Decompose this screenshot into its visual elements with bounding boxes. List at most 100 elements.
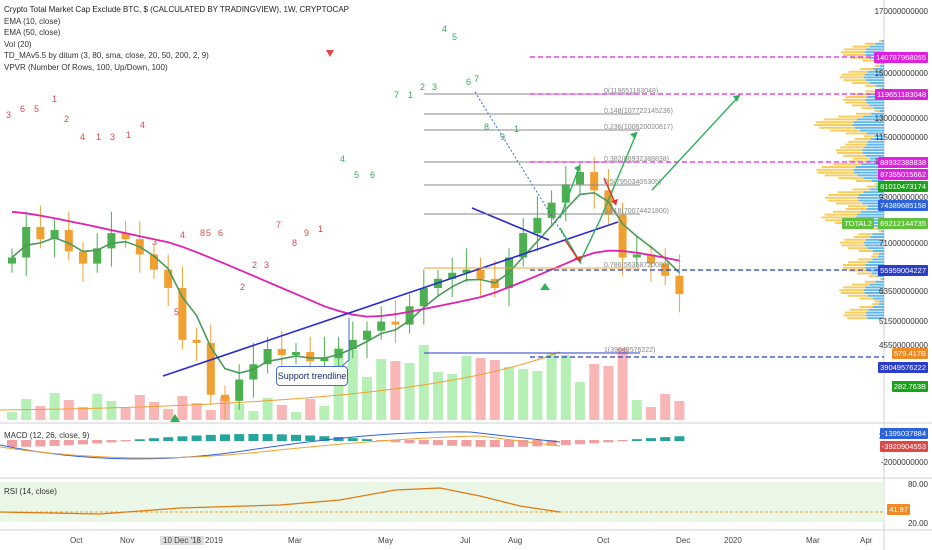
macd-hist xyxy=(106,440,117,443)
td-count: 4 xyxy=(442,24,447,34)
time-tick: 2020 xyxy=(724,536,742,545)
volume-bar xyxy=(177,396,188,420)
td-count: 3 xyxy=(6,110,11,120)
macd-hist xyxy=(21,440,32,447)
fib-label: 0.618(70074421800) xyxy=(604,208,669,215)
vpvr-bar xyxy=(866,311,884,314)
macd-hist xyxy=(617,440,628,442)
vpvr-bar xyxy=(866,143,884,146)
macd-hist xyxy=(404,440,415,444)
volume-bar xyxy=(560,355,571,420)
macd-hist xyxy=(362,439,372,441)
vpvr-bar xyxy=(852,157,870,160)
vpvr-bar xyxy=(869,283,884,286)
vpvr-bar xyxy=(862,202,884,205)
volume-ma-line xyxy=(0,351,561,411)
vpvr-bar xyxy=(864,73,884,76)
volume-bar xyxy=(433,372,443,420)
volume-bar xyxy=(234,404,245,420)
sell-signal-arrow xyxy=(326,50,334,57)
macd-hist xyxy=(674,436,685,441)
macd-hist xyxy=(631,439,642,441)
td-count: 1 xyxy=(126,130,131,140)
price-tag: 74389685158 xyxy=(878,200,928,211)
candle xyxy=(576,172,584,185)
vpvr-bar xyxy=(853,171,884,174)
vpvr-bar xyxy=(852,45,870,48)
macd-hist xyxy=(433,440,443,446)
legend-ema10[interactable]: EMA (10, close) xyxy=(4,16,61,26)
candle xyxy=(590,172,599,191)
macd-hist xyxy=(589,440,600,444)
macd-hist xyxy=(305,435,316,441)
arrow-head xyxy=(630,132,637,139)
macd-hist xyxy=(603,440,614,443)
vpvr-bar xyxy=(846,132,867,135)
vpvr-bar xyxy=(865,90,876,93)
volume-bar xyxy=(205,410,216,420)
vpvr-bar xyxy=(855,112,872,115)
candle xyxy=(107,233,116,249)
legend-td[interactable]: TD_MAv5.5 by ditum (3, 80, sma, close, 2… xyxy=(4,51,209,60)
vpvr-bar xyxy=(828,194,859,196)
legend-vol[interactable]: Vol (20) xyxy=(4,39,32,49)
price-tag: 119651183048 xyxy=(875,89,928,100)
legend-vpvr[interactable]: VPVR (Number Of Rows, 100, Up/Down, 100) xyxy=(4,62,168,72)
vpvr-bar xyxy=(858,199,884,202)
candle xyxy=(632,254,641,258)
macd-hist xyxy=(35,440,46,447)
arrow-head xyxy=(733,95,740,102)
chart-title: Crypto Total Market Cap Exclude BTC, $ (… xyxy=(4,5,349,14)
vpvr-bar xyxy=(838,177,864,180)
vpvr-bar xyxy=(825,196,858,199)
volume-bar xyxy=(63,400,74,420)
volume-bar xyxy=(49,393,60,420)
vpvr-bar xyxy=(865,266,884,269)
vpvr-bar xyxy=(881,87,884,90)
vpvr-bar xyxy=(870,255,879,258)
volume-bar xyxy=(262,398,273,420)
macd-label[interactable]: MACD (12, 26, close, 9) xyxy=(4,431,90,440)
time-tick: 2019 xyxy=(205,536,223,545)
vpvr-bar xyxy=(814,124,853,126)
vpvr-bar xyxy=(869,188,884,191)
macd-tag: -3920904553 xyxy=(879,441,928,452)
td-count: 4 xyxy=(340,154,345,164)
vpvr-bar xyxy=(835,202,863,205)
price-tick: 170000000000 xyxy=(874,7,928,16)
volume-bar xyxy=(447,374,458,420)
vpvr-bar xyxy=(847,247,868,250)
vpvr-bar xyxy=(824,118,858,121)
vpvr-bar xyxy=(864,244,884,247)
rsi-label[interactable]: RSI (14, close) xyxy=(4,487,57,496)
scenario-arrow xyxy=(559,164,581,219)
legend-ema50[interactable]: EMA (50, close) xyxy=(4,28,61,37)
vpvr-bar xyxy=(864,84,876,87)
support-trendline-callout[interactable]: Support trendline xyxy=(276,366,348,386)
vpvr-bar xyxy=(869,82,884,84)
volume-bar xyxy=(404,363,415,420)
candle xyxy=(675,275,684,295)
fib-label: 0.5(79503405305) xyxy=(604,179,661,186)
vpvr-bar xyxy=(875,280,884,283)
vpvr-bar xyxy=(855,166,884,168)
time-tick: Mar xyxy=(806,536,820,545)
volume-bar xyxy=(646,407,656,420)
vpvr-bar xyxy=(867,294,884,297)
vpvr-bar xyxy=(851,283,870,286)
vpvr-bar xyxy=(848,294,868,297)
vpvr-bar xyxy=(839,241,865,244)
vpvr-bar xyxy=(869,275,878,278)
vpvr-bar xyxy=(815,121,854,124)
vpvr-bar xyxy=(865,98,884,101)
td-count: 8 xyxy=(292,238,297,248)
vpvr-bar xyxy=(824,174,858,177)
vpvr-bar xyxy=(857,258,873,261)
volume-bar xyxy=(362,377,372,420)
volume-bar xyxy=(35,406,46,420)
candle xyxy=(249,364,258,380)
vpvr-bar xyxy=(859,306,873,308)
vpvr-bar xyxy=(848,205,868,208)
vpvr-bar xyxy=(864,76,884,79)
td-count: 3 xyxy=(432,82,437,92)
